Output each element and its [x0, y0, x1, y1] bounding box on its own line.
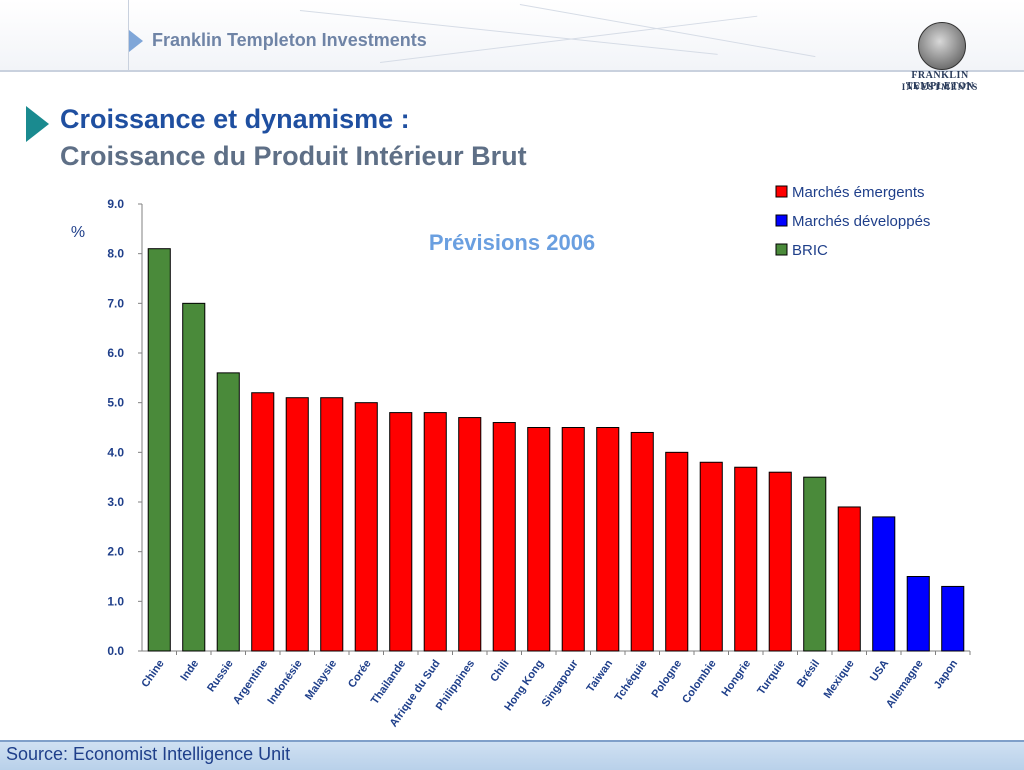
y-axis-unit-label: % [71, 224, 85, 241]
bar-tchéquie [630, 431, 654, 652]
bar-chili [492, 422, 516, 652]
bar-singapour [561, 427, 585, 652]
x-tick-label: Taiwan [584, 658, 615, 695]
bar-corée [354, 402, 378, 652]
y-tick-label: 8.0 [107, 247, 124, 261]
bar-thailande [389, 412, 413, 652]
bar-colombie [699, 461, 723, 652]
y-tick-label: 9.0 [107, 197, 124, 211]
page-subtitle: Croissance du Produit Intérieur Brut [60, 141, 527, 171]
legend-swatch [775, 243, 788, 256]
logo-line2: INVESTMENTS [901, 82, 979, 92]
bar-malaysie [320, 397, 344, 652]
bar-japon [941, 585, 965, 652]
x-tick-label: Hongrie [720, 658, 754, 699]
y-tick-label: 0.0 [107, 644, 124, 658]
x-tick-label: Japon [932, 658, 961, 692]
y-tick-label: 7.0 [107, 296, 124, 310]
x-tick-label: Turquie [755, 658, 787, 697]
x-tick-label: Chine [139, 658, 166, 690]
bar-hong-kong [527, 427, 551, 652]
x-tick-label: Indonésie [265, 658, 304, 707]
page-title: Croissance et dynamisme : [60, 104, 410, 134]
legend-label: Marchés émergents [792, 184, 925, 201]
chart-subtitle: Prévisions 2006 [429, 230, 595, 255]
x-tick-label: Inde [178, 658, 201, 683]
bar-indonésie [285, 397, 309, 652]
category-labels: Chine Inde RussieArgentineIndonésieMalaysi… [139, 657, 960, 729]
bar-inde [182, 302, 206, 652]
bar-turquie [768, 471, 792, 652]
x-tick-label: Tchéquie [613, 658, 650, 704]
source-bar [0, 740, 1024, 770]
bar-chine [147, 248, 171, 652]
legend-label: BRIC [792, 242, 828, 259]
header-bar [0, 0, 1024, 72]
x-tick-label: Thailande [369, 658, 408, 707]
x-tick-label: Mexique [822, 658, 857, 701]
gdp-growth-bar-chart: 0.0 1.0 2.0 3.0 4.0 5.0 6.0 7.0 8.0 9.0 Chine Inde… [71, 184, 971, 729]
legend-label: Marchés développés [792, 213, 930, 230]
y-tick-label: 6.0 [107, 346, 124, 360]
x-tick-label: Argentine [231, 658, 270, 707]
bar-mexique [837, 506, 861, 652]
x-tick-label: Malaysie [303, 658, 339, 702]
legend: Marchés émergents Marchés développés BRIC [775, 184, 930, 259]
y-tick-label: 1.0 [107, 594, 124, 608]
logo-line1: FRANKLIN TEMPLETON [905, 70, 975, 92]
bar-brésil [803, 476, 827, 652]
y-tick-label: 3.0 [107, 495, 124, 509]
y-tick-label: 4.0 [107, 445, 124, 459]
title-arrow-icon [26, 106, 49, 142]
axes: 0.0 1.0 2.0 3.0 4.0 5.0 6.0 7.0 8.0 9.0 [107, 197, 971, 658]
bar-taiwan [596, 427, 620, 652]
legend-swatch [775, 185, 788, 198]
source-note: Source: Economist Intelligence Unit [6, 744, 291, 764]
x-tick-label: Colombie [680, 658, 719, 706]
bar-philippines [458, 417, 482, 652]
bar-usa [872, 516, 896, 652]
x-tick-label: Corée [346, 658, 374, 690]
bar-argentine [251, 392, 275, 652]
legend-swatch [775, 214, 788, 227]
x-tick-label: Pologne [649, 658, 684, 700]
x-tick-label: Russie [205, 658, 236, 694]
bar-pologne [665, 451, 689, 652]
bar-hongrie [734, 466, 758, 652]
bar-allemagne [906, 576, 930, 652]
bar-afrique-du-sud [423, 412, 447, 652]
x-tick-label: USA [868, 658, 891, 684]
y-tick-label: 2.0 [107, 545, 124, 559]
x-tick-label: Brésil [795, 658, 822, 690]
header-arrow-icon [129, 30, 143, 52]
bar-russie [216, 372, 240, 652]
x-tick-label: Chili [488, 658, 512, 684]
bars [147, 248, 965, 652]
brand-name: Franklin Templeton Investments [152, 30, 427, 50]
franklin-templeton-logo: FRANKLIN TEMPLETON INVESTMENTS [876, 20, 1004, 96]
header-divider [128, 0, 129, 70]
portrait-medallion-icon [918, 22, 966, 70]
y-tick-label: 5.0 [107, 396, 124, 410]
